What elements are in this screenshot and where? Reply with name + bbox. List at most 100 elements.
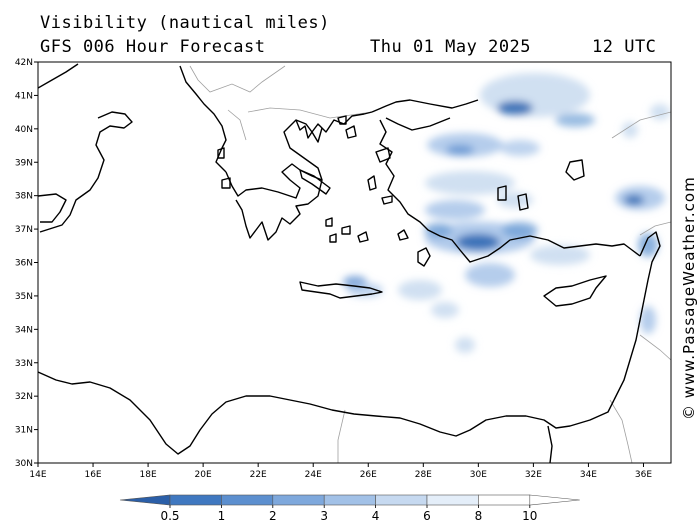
- fog-patch: [431, 302, 459, 318]
- lat-tick-label: 33N: [15, 359, 33, 369]
- coast-euboea: [299, 169, 331, 195]
- colorbar-label: 4: [372, 509, 380, 523]
- coast-levant: [613, 231, 661, 401]
- fog-patch: [425, 200, 485, 220]
- lat-tick-label: 36N: [15, 259, 33, 269]
- lake-tuz: [565, 159, 585, 181]
- fog-patch: [500, 140, 540, 156]
- lat-tick-label: 35N: [15, 292, 33, 302]
- coast-kefalonia: [221, 177, 231, 189]
- fog-patch: [455, 337, 475, 353]
- forecast-time: 12 UTC: [592, 37, 657, 57]
- lat-tick-label: 38N: [15, 192, 33, 202]
- lat-tick-label: 41N: [15, 91, 33, 101]
- coast-cyprus: [543, 275, 607, 307]
- lat-tick-label: 31N: [15, 426, 33, 436]
- colorbar-label: 1: [218, 509, 226, 523]
- country-borders: [189, 65, 671, 463]
- coast-crete: [299, 281, 383, 299]
- coast-rhodes: [417, 247, 431, 267]
- fog-patch: [502, 222, 538, 238]
- lat-tick-label: 40N: [15, 125, 33, 135]
- fog-patch: [398, 280, 442, 300]
- fog-patch: [446, 145, 474, 155]
- lake-egirdir: [497, 185, 507, 201]
- fog-patch: [427, 133, 503, 157]
- lon-tick-label: 32E: [525, 470, 542, 480]
- coast-sicily: [38, 193, 67, 223]
- fog-patch: [424, 223, 452, 237]
- colorbar-label: 0.5: [160, 509, 179, 523]
- coast-libya: [38, 371, 615, 455]
- colorbar-cap-high: [529, 494, 580, 506]
- coast-cyclades-2: [341, 225, 351, 235]
- border-greece-north: [247, 107, 373, 119]
- border-albania: [227, 109, 247, 141]
- lon-tick-label: 28E: [415, 470, 432, 480]
- fog-patch: [638, 233, 658, 257]
- fog-patch: [465, 263, 515, 287]
- lon-tick-label: 24E: [305, 470, 322, 480]
- lon-tick-label: 18E: [140, 470, 157, 480]
- colorbar-label: 3: [320, 509, 328, 523]
- colorbar-segment: [221, 494, 274, 506]
- colorbar-segment: [426, 494, 479, 506]
- fog-patch: [480, 73, 590, 117]
- coast-samos: [381, 195, 393, 205]
- border-jordan: [639, 334, 671, 361]
- coast-ionian: [217, 147, 225, 159]
- lon-tick-label: 36E: [635, 470, 652, 480]
- colorbar-label: 10: [522, 509, 537, 523]
- colorbar-label: 6: [423, 509, 431, 523]
- lon-tick-label: 34E: [580, 470, 597, 480]
- colorbar-segment: [375, 494, 428, 506]
- coast-marmara: [385, 117, 451, 131]
- colorbar-segment: [478, 494, 531, 506]
- border-balkans: [189, 65, 286, 93]
- fog-patch: [640, 306, 656, 334]
- fog-patch: [555, 113, 595, 127]
- map-title: Visibility (nautical miles): [40, 13, 330, 33]
- lon-tick-label: 22E: [250, 470, 267, 480]
- lat-tick-label: 34N: [15, 325, 33, 335]
- forecast-label: GFS 006 Hour Forecast: [40, 37, 266, 57]
- border-libya-egypt: [337, 409, 346, 463]
- colorbar-segment: [169, 494, 222, 506]
- colorbar-label: 8: [475, 509, 483, 523]
- coast-italy-heel: [39, 111, 133, 233]
- lon-tick-label: 26E: [360, 470, 377, 480]
- forecast-date: Thu 01 May 2025: [370, 37, 532, 57]
- fog-patch: [624, 195, 644, 205]
- fog-patch: [530, 245, 590, 265]
- coast-cyclades-3: [357, 231, 369, 243]
- axis-ticks: 14E 16E 18E 20E 22E 24E 26E 28E 30E 32E 34E 36E 42N 4…: [15, 58, 653, 480]
- lat-tick-label: 32N: [15, 392, 33, 402]
- fog-patch: [456, 234, 500, 250]
- lat-tick-label: 39N: [15, 158, 33, 168]
- border-egypt-israel: [609, 399, 633, 463]
- coast-chios: [367, 175, 377, 191]
- colorbar-segment: [272, 494, 325, 506]
- fog-patch: [622, 122, 638, 138]
- lon-tick-label: 16E: [84, 470, 101, 480]
- lat-tick-label: 37N: [15, 225, 33, 235]
- border-turkey-east: [611, 111, 671, 139]
- fog-patch: [650, 104, 670, 120]
- coast-suez: [547, 425, 553, 463]
- colorbar-label: 2: [269, 509, 277, 523]
- coast-thasos: [337, 115, 347, 125]
- colorbar-segment: [323, 494, 376, 506]
- lon-tick-label: 20E: [195, 470, 212, 480]
- coast-lesbos: [375, 147, 391, 163]
- lon-tick-label: 14E: [29, 470, 46, 480]
- coast-turkey-west: [379, 119, 641, 263]
- coast-greece-west: [225, 163, 323, 241]
- border-syria: [639, 221, 671, 236]
- coast-cyclades-4: [329, 233, 337, 243]
- lat-tick-label: 30N: [15, 459, 33, 469]
- colorbar-cap-low: [119, 494, 171, 506]
- visibility-colorbar: 0.5 1 2 3 4 6 8 10: [119, 494, 580, 523]
- coast-chalkidiki: [295, 119, 323, 143]
- coast-dodecanese: [397, 229, 409, 241]
